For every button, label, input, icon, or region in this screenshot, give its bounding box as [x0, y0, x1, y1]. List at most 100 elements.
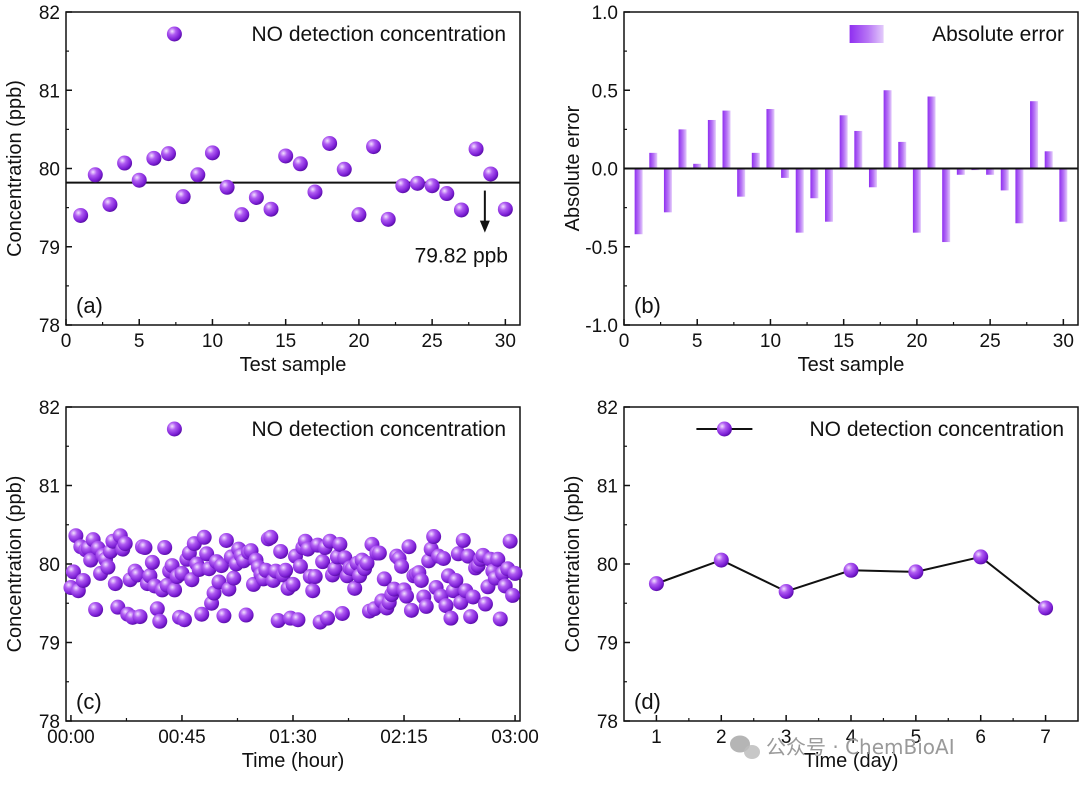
data-point	[336, 161, 352, 177]
x-tick-label: 1	[651, 727, 662, 748]
legend-marker	[166, 421, 182, 437]
x-axis-label: Time (hour)	[242, 750, 345, 772]
y-tick-label: 81	[39, 81, 60, 102]
error-bar	[810, 168, 819, 199]
y-axis-label: Concentration (ppb)	[562, 476, 584, 653]
data-point	[453, 202, 469, 218]
data-point	[285, 576, 301, 592]
x-tick-label: 5	[134, 331, 145, 352]
x-axis-label: Test sample	[798, 354, 905, 376]
y-tick-label: 82	[39, 398, 60, 419]
x-tick-label: 3	[781, 727, 792, 748]
legend: NO detection concentration	[166, 23, 506, 46]
data-point	[273, 543, 289, 559]
x-axis-label: Test sample	[240, 354, 347, 376]
y-tick-label: 80	[597, 555, 618, 576]
data-point	[502, 533, 518, 549]
data-point	[413, 572, 429, 588]
panel-a: 78 79 80 81 82 0 5 10 15 20 25 30 Test sample Concent…	[4, 3, 521, 376]
data-point	[477, 596, 493, 612]
data-point	[278, 148, 294, 164]
error-bar	[1059, 168, 1068, 222]
data-point	[117, 536, 133, 552]
data-point	[238, 607, 254, 623]
watermark: 公众号 · ChemBioAI	[730, 735, 955, 759]
y-tick-label: 81	[39, 477, 60, 498]
x-tick-label: 30	[495, 331, 516, 352]
error-bar	[1015, 168, 1024, 224]
legend-marker	[716, 421, 732, 437]
data-point	[439, 186, 455, 202]
error-bar	[751, 152, 760, 169]
x-tick-label: 15	[275, 331, 296, 352]
data-point	[371, 545, 387, 561]
data-point	[380, 211, 396, 227]
data-point	[1038, 600, 1054, 616]
error-bar	[781, 168, 790, 178]
data-point	[403, 602, 419, 618]
data-point	[88, 602, 104, 618]
legend-label: NO detection concentration	[252, 418, 506, 441]
x-tick-label: 01:30	[269, 727, 317, 748]
x-tick-label: 10	[760, 331, 781, 352]
axes-frame	[65, 11, 521, 326]
data-point	[196, 529, 212, 545]
legend: NO detection concentration	[696, 418, 1064, 441]
y-tick-label: 82	[39, 3, 60, 24]
data-point	[175, 189, 191, 205]
error-bar	[956, 168, 965, 175]
y-tick-label: 82	[597, 398, 618, 419]
y-axis-label: Concentration (ppb)	[4, 476, 26, 653]
data-point	[307, 184, 323, 200]
panel-d: 78 79 80 81 82 1 2 3 4 5 6 7 Time (day) Concentration…	[562, 398, 1079, 772]
x-tick-label: 20	[906, 331, 927, 352]
y-tick-label: 0.0	[592, 160, 618, 181]
x-axis-label: Time (day)	[804, 750, 899, 772]
data-point	[424, 178, 440, 194]
data-point	[778, 583, 794, 599]
data-point	[216, 608, 232, 624]
data-point	[194, 606, 210, 622]
data-point	[395, 178, 411, 194]
panel-c: 78 79 80 81 82 00:00 00:45 01:30 02:15 03:00 Time …	[4, 398, 539, 772]
legend: NO detection concentration	[166, 418, 506, 441]
error-bar	[678, 129, 687, 169]
x-tick-label: 25	[980, 331, 1001, 352]
data-point	[65, 564, 81, 580]
data-point	[307, 569, 323, 585]
legend-swatch	[849, 25, 884, 43]
y-tick-label: -0.5	[585, 238, 618, 259]
error-bar	[898, 141, 907, 169]
data-point	[648, 576, 664, 592]
error-bar	[795, 168, 804, 233]
legend-label: NO detection concentration	[252, 23, 506, 46]
data-point	[248, 189, 264, 205]
data-point	[146, 150, 162, 166]
panel-label: (b)	[634, 293, 661, 318]
error-bar	[839, 115, 848, 169]
x-tick-label: 10	[202, 331, 223, 352]
data-point	[107, 576, 123, 592]
data-point	[234, 207, 250, 223]
panel-label: (d)	[634, 689, 661, 714]
data-point	[263, 201, 279, 217]
y-tick-label: 80	[39, 160, 60, 181]
error-bar	[634, 168, 643, 235]
error-bar	[1000, 168, 1009, 191]
x-tick-label: 4	[846, 727, 857, 748]
data-point	[409, 175, 425, 191]
data-point	[102, 196, 118, 212]
watermark-text: 公众号 · ChemBioAI	[766, 735, 955, 759]
data-point	[463, 609, 479, 625]
data-point	[292, 156, 308, 172]
mean-annotation: 79.82 ppb	[415, 245, 508, 268]
data-point	[401, 539, 417, 555]
error-bar	[649, 152, 658, 169]
data-point	[394, 558, 410, 574]
y-tick-label: 79	[39, 238, 60, 259]
y-tick-label: 1.0	[592, 3, 618, 24]
data-point	[190, 167, 206, 183]
data-point	[359, 555, 375, 571]
x-tick-label: 20	[348, 331, 369, 352]
error-bar	[707, 119, 716, 169]
